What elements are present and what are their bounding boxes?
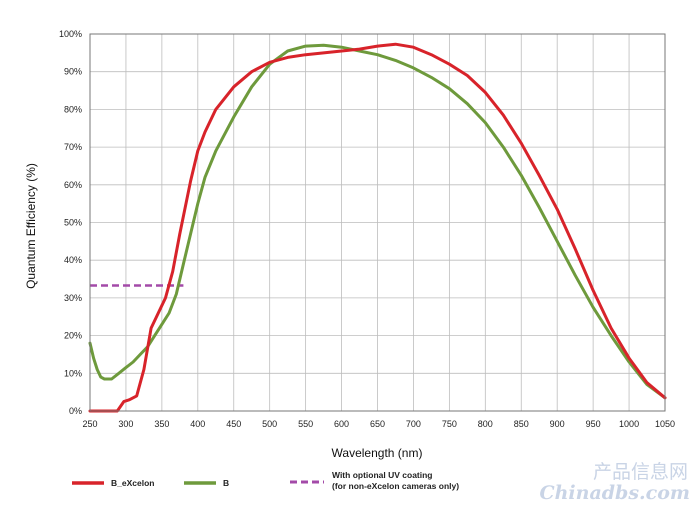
- x-tick-label: 850: [514, 419, 529, 429]
- series-line-b: [88, 43, 667, 400]
- x-tick-label: 800: [478, 419, 493, 429]
- x-tick-label: 550: [298, 419, 313, 429]
- legend-label-b-excelon: B_eXcelon: [111, 478, 154, 488]
- y-tick-label: 20%: [64, 331, 82, 341]
- legend-label-uv-coating: With optional UV coating: [332, 470, 433, 480]
- x-tick-label: 950: [586, 419, 601, 429]
- y-tick-label: 100%: [59, 29, 82, 39]
- legend-label-b: B: [223, 478, 229, 488]
- y-tick-label: 90%: [64, 67, 82, 77]
- x-tick-label: 450: [226, 419, 241, 429]
- x-tick-labels: 250 300 350 400 450 500 550 600 650 700 750 800 850 9…: [82, 419, 675, 429]
- x-tick-label: 600: [334, 419, 349, 429]
- plot-frame: [89, 33, 666, 412]
- y-tick-label: 30%: [64, 293, 82, 303]
- y-tick-label: 0%: [69, 406, 82, 416]
- watermark-text-en: Chinadbs.com: [539, 482, 690, 504]
- x-tick-label: 700: [406, 419, 421, 429]
- legend: B_eXcelon B With optional UV coating (fo…: [72, 470, 459, 491]
- x-tick-label: 250: [82, 419, 97, 429]
- x-tick-label: 750: [442, 419, 457, 429]
- x-tick-label: 1050: [655, 419, 675, 429]
- y-tick-label: 60%: [64, 180, 82, 190]
- x-tick-label: 650: [370, 419, 385, 429]
- x-tick-label: 350: [154, 419, 169, 429]
- x-tick-label: 500: [262, 419, 277, 429]
- y-tick-label: 80%: [64, 104, 82, 114]
- legend-label-uv-coating-note: (for non-eXcelon cameras only): [332, 481, 459, 491]
- y-tick-labels: 0% 10% 20% 30% 40% 50% 60% 70% 80% 90% 100%: [59, 29, 82, 416]
- watermark: 产品信息网 Chinadbs.com: [539, 461, 690, 504]
- grid: [89, 33, 666, 412]
- series-line-b-excelon: [88, 42, 667, 413]
- x-tick-label: 400: [190, 419, 205, 429]
- series-lines: [88, 42, 667, 413]
- y-tick-label: 40%: [64, 255, 82, 265]
- x-axis-label: Wavelength (nm): [332, 446, 423, 460]
- x-tick-label: 300: [118, 419, 133, 429]
- y-tick-label: 70%: [64, 142, 82, 152]
- y-tick-label: 10%: [64, 368, 82, 378]
- x-tick-label: 900: [550, 419, 565, 429]
- y-axis-label: Quantum Efficiency (%): [24, 163, 38, 289]
- x-tick-label: 1000: [619, 419, 639, 429]
- watermark-text-cn: 产品信息网: [593, 461, 688, 483]
- y-tick-label: 50%: [64, 218, 82, 228]
